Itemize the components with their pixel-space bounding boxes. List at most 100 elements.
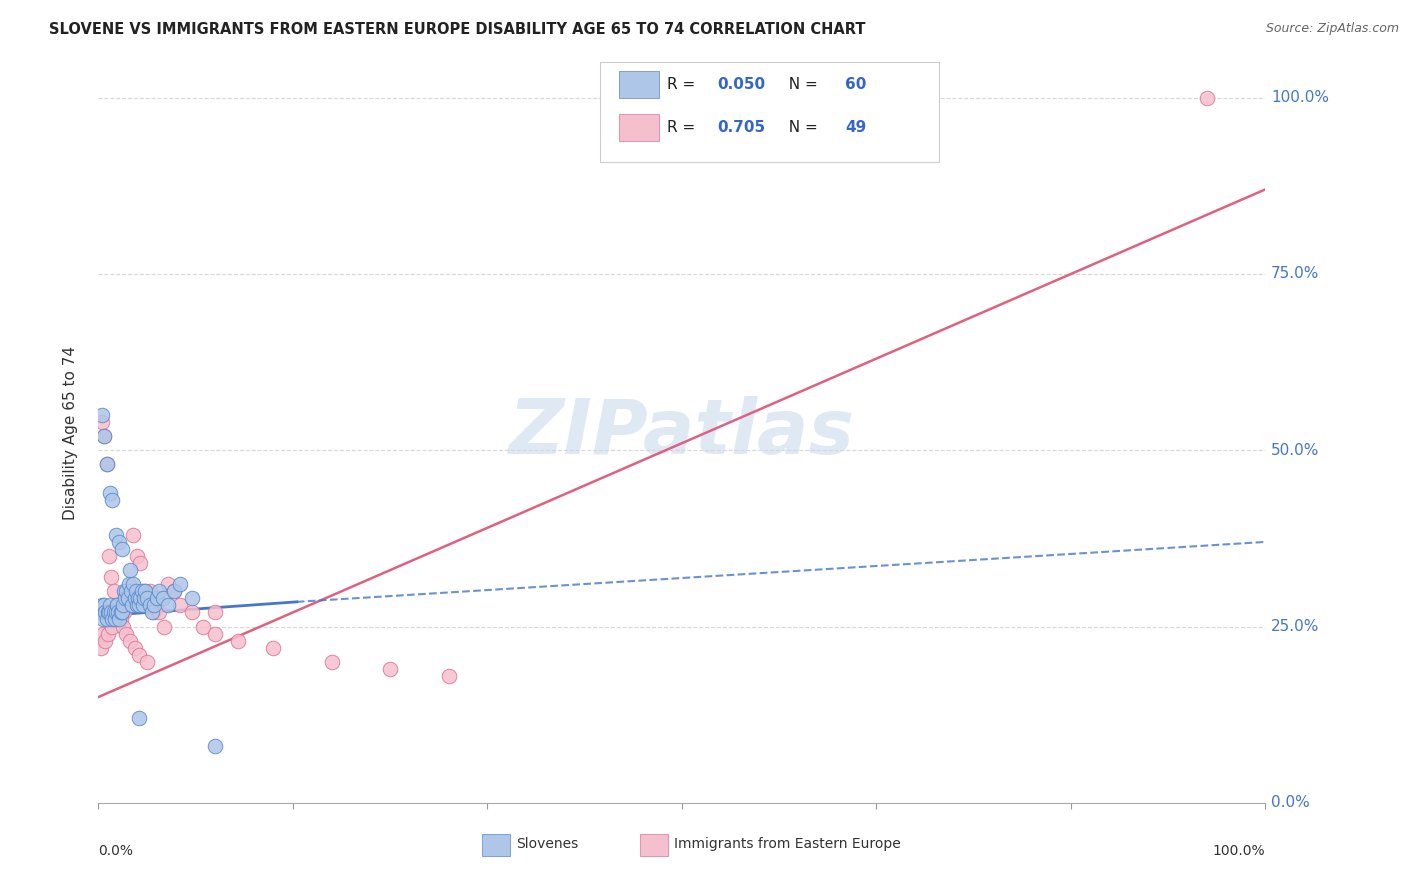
Point	[93, 429, 115, 443]
Point	[101, 612, 124, 626]
FancyBboxPatch shape	[640, 834, 668, 856]
Point	[148, 584, 170, 599]
Point	[104, 606, 127, 620]
Point	[108, 612, 131, 626]
Point	[108, 535, 131, 549]
Point	[118, 563, 141, 577]
FancyBboxPatch shape	[619, 114, 658, 141]
Text: 0.0%: 0.0%	[1271, 796, 1310, 810]
Text: 75.0%: 75.0%	[1271, 267, 1320, 282]
Point	[100, 606, 122, 620]
Point	[129, 556, 152, 570]
Point	[136, 591, 159, 606]
Point	[105, 606, 128, 620]
Point	[204, 606, 226, 620]
Point	[118, 633, 141, 648]
Point	[90, 606, 112, 620]
Point	[134, 584, 156, 599]
Point	[143, 606, 166, 620]
Point	[134, 584, 156, 599]
Point	[98, 599, 121, 613]
Point	[104, 599, 127, 613]
Point	[169, 577, 191, 591]
Point	[204, 739, 226, 754]
Point	[124, 640, 146, 655]
Point	[120, 584, 142, 599]
Point	[98, 612, 121, 626]
Point	[139, 599, 162, 613]
Point	[97, 606, 120, 620]
Point	[117, 591, 139, 606]
Point	[96, 612, 118, 626]
Point	[157, 577, 180, 591]
Point	[111, 599, 134, 613]
Point	[90, 408, 112, 422]
Point	[128, 648, 150, 662]
Point	[100, 570, 122, 584]
Point	[104, 612, 127, 626]
Text: SLOVENE VS IMMIGRANTS FROM EASTERN EUROPE DISABILITY AGE 65 TO 74 CORRELATION CH: SLOVENE VS IMMIGRANTS FROM EASTERN EUROP…	[49, 22, 866, 37]
Point	[124, 591, 146, 606]
Point	[101, 492, 124, 507]
Point	[378, 662, 402, 676]
Point	[180, 606, 202, 620]
Point	[437, 669, 460, 683]
Point	[111, 606, 134, 620]
Point	[157, 599, 180, 613]
Text: 0.705: 0.705	[717, 120, 765, 135]
Point	[90, 640, 112, 655]
Point	[132, 591, 155, 606]
FancyBboxPatch shape	[482, 834, 510, 856]
Point	[129, 591, 152, 606]
Point	[125, 599, 148, 613]
Point	[107, 606, 129, 620]
Point	[321, 655, 343, 669]
Text: R =: R =	[666, 120, 700, 135]
Point	[112, 584, 135, 599]
Point	[91, 612, 114, 626]
Point	[146, 591, 169, 606]
Point	[122, 577, 145, 591]
Point	[152, 591, 174, 606]
Text: Slovenes: Slovenes	[516, 837, 578, 850]
FancyBboxPatch shape	[600, 62, 939, 162]
Point	[103, 584, 125, 599]
Text: 100.0%: 100.0%	[1213, 844, 1265, 857]
Point	[131, 584, 153, 599]
Point	[101, 619, 124, 633]
Point	[104, 612, 127, 626]
Point	[121, 599, 143, 613]
Point	[169, 599, 191, 613]
Point	[163, 584, 186, 599]
Point	[127, 591, 149, 606]
Point	[180, 591, 202, 606]
Point	[103, 606, 125, 620]
Point	[152, 619, 174, 633]
Point	[111, 541, 134, 556]
Y-axis label: Disability Age 65 to 74: Disability Age 65 to 74	[63, 345, 77, 520]
Point	[132, 599, 155, 613]
Point	[93, 429, 115, 443]
Text: N =: N =	[779, 77, 823, 92]
Point	[114, 591, 136, 606]
Point	[125, 549, 148, 563]
Text: R =: R =	[666, 77, 700, 92]
Point	[91, 626, 114, 640]
Point	[90, 415, 112, 429]
Point	[111, 606, 134, 620]
Point	[94, 606, 117, 620]
Point	[117, 591, 139, 606]
Point	[141, 606, 163, 620]
Text: 0.050: 0.050	[717, 77, 765, 92]
Point	[120, 599, 142, 613]
Point	[94, 633, 117, 648]
Point	[97, 626, 120, 640]
Point	[96, 458, 118, 472]
Text: 60: 60	[845, 77, 866, 92]
Point	[128, 711, 150, 725]
Point	[107, 606, 129, 620]
Point	[125, 584, 148, 599]
Point	[105, 599, 128, 613]
Point	[98, 485, 121, 500]
Point	[1195, 91, 1218, 105]
